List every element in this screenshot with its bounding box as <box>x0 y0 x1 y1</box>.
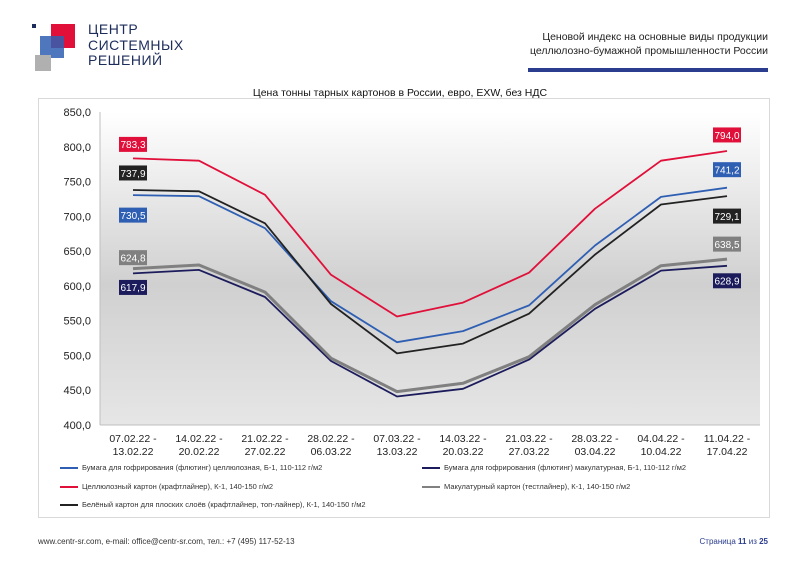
y-tick-label: 400,0 <box>63 420 91 432</box>
legend-item-kraftliner: Целлюлозный картон (крафтлайнер), К-1, 1… <box>60 482 273 491</box>
data-label-start-4: 624,8 <box>120 253 145 264</box>
x-tick-label: 27.03.22 <box>509 446 550 458</box>
data-label-end-5: 729,1 <box>714 212 739 223</box>
report-title: Ценовой индекс на основные виды продукци… <box>530 30 768 58</box>
x-tick-label: 06.03.22 <box>311 446 352 458</box>
logo-line-1: ЦЕНТР <box>88 21 139 37</box>
legend-label: Макулатурный картон (тестлайнер), К-1, 1… <box>444 482 631 491</box>
legend-swatch <box>60 466 78 469</box>
page-word: Страница <box>699 537 736 546</box>
y-tick-label: 850,0 <box>63 107 91 119</box>
legend-item-white-top-liner: Белёный картон для плоских слоёв (крафтл… <box>60 500 366 509</box>
y-tick-label: 800,0 <box>63 142 91 154</box>
series-line-5 <box>132 189 728 355</box>
x-tick-label: 28.02.22 - <box>307 433 355 445</box>
x-tick-label: 14.03.22 - <box>439 433 487 445</box>
data-label-end-3: 794,0 <box>714 131 739 142</box>
data-label-end-4: 638,5 <box>714 240 739 251</box>
x-tick-label: 11.04.22 - <box>704 433 751 445</box>
logo-line-3: РЕШЕНИЙ <box>88 52 163 68</box>
x-tick-label: 10.04.22 <box>641 446 682 458</box>
footer-contacts: www.centr-sr.com, e-mail: office@centr-s… <box>38 537 295 546</box>
legend-swatch <box>422 485 440 488</box>
header-accent-bar <box>528 68 768 72</box>
y-tick-label: 650,0 <box>63 246 91 258</box>
page-number: Страница 11 из 25 <box>700 537 768 546</box>
x-tick-label: 20.03.22 <box>443 446 484 458</box>
x-tick-label: 04.04.22 - <box>637 433 685 445</box>
logo-line-2: СИСТЕМНЫХ <box>88 36 184 53</box>
report-title-line-1: Ценовой индекс на основные виды продукци… <box>542 31 768 43</box>
x-tick-label: 07.02.22 - <box>109 433 157 445</box>
x-tick-label: 13.02.22 <box>113 446 154 458</box>
series-line-3 <box>132 150 728 318</box>
page-total: 25 <box>759 537 768 546</box>
chart-title: Цена тонны тарных картонов в России, евр… <box>252 87 548 99</box>
data-label-end-3-box <box>713 127 741 143</box>
data-label-start-2: 617,9 <box>120 283 145 294</box>
x-tick-label: 21.02.22 - <box>241 433 289 445</box>
legend-label: Бумага для гофрирования (флютинг) макула… <box>444 463 687 472</box>
chart-frame <box>38 98 770 518</box>
page-current: 11 <box>738 537 747 546</box>
report-title-line-2: целлюлозно-бумажной промышленности Росси… <box>529 45 768 57</box>
data-label-start-5-box <box>119 165 147 181</box>
legend-label: Бумага для гофрирования (флютинг) целлюл… <box>82 463 323 472</box>
logo-squares-icon <box>32 24 75 71</box>
data-label-start-3: 783,3 <box>120 140 145 151</box>
legend-swatch <box>60 485 78 488</box>
data-label-start-5: 737,9 <box>120 169 145 180</box>
legend-item-flute-recycled: Бумага для гофрирования (флютинг) макула… <box>422 463 686 472</box>
data-label-start-3-box <box>119 136 147 152</box>
x-tick-label: 27.02.22 <box>245 446 286 458</box>
x-tick-label: 28.03.22 - <box>571 433 619 445</box>
data-label-end-2-box <box>713 273 741 289</box>
data-label-start-4-box <box>119 250 147 266</box>
series-line-1 <box>132 186 728 344</box>
data-label-end-2: 628,9 <box>714 277 739 288</box>
data-label-start-1: 730,5 <box>120 211 145 222</box>
legend-label: Целлюлозный картон (крафтлайнер), К-1, 1… <box>82 482 274 491</box>
legend-item-testliner: Макулатурный картон (тестлайнер), К-1, 1… <box>422 482 630 491</box>
data-label-end-4-box <box>713 236 741 252</box>
y-tick-label: 750,0 <box>63 177 91 189</box>
series-line-2 <box>132 264 728 398</box>
legend-item-flute-cellulose: Бумага для гофрирования (флютинг) целлюл… <box>60 463 322 472</box>
company-logo: ЦЕНТР СИСТЕМНЫХ РЕШЕНИЙ <box>30 21 200 82</box>
y-tick-label: 700,0 <box>63 211 91 223</box>
series-line-4 <box>132 257 728 394</box>
data-label-end-1-box <box>713 162 741 178</box>
x-tick-label: 17.04.22 <box>707 446 748 458</box>
legend-label: Белёный картон для плоских слоёв (крафтл… <box>82 500 366 509</box>
x-tick-label: 21.03.22 - <box>505 433 553 445</box>
x-tick-label: 07.03.22 - <box>373 433 421 445</box>
data-label-start-1-box <box>119 207 147 223</box>
x-tick-label: 03.04.22 <box>575 446 616 458</box>
y-tick-label: 600,0 <box>63 281 91 293</box>
x-tick-label: 20.02.22 <box>179 446 220 458</box>
x-tick-label: 14.02.22 - <box>175 433 223 445</box>
logo-text: ЦЕНТР СИСТЕМНЫХ РЕШЕНИЙ <box>88 21 184 69</box>
page-of: из <box>748 537 757 546</box>
data-label-end-5-box <box>713 208 741 224</box>
y-tick-label: 450,0 <box>63 385 91 397</box>
data-label-start-2-box <box>119 279 147 295</box>
legend-swatch <box>422 466 440 469</box>
x-tick-label: 13.03.22 <box>377 446 418 458</box>
y-tick-label: 550,0 <box>63 316 91 328</box>
data-label-end-1: 741,2 <box>714 165 739 176</box>
plot-area <box>100 112 760 425</box>
legend-swatch <box>60 503 78 506</box>
y-tick-label: 500,0 <box>63 350 91 362</box>
